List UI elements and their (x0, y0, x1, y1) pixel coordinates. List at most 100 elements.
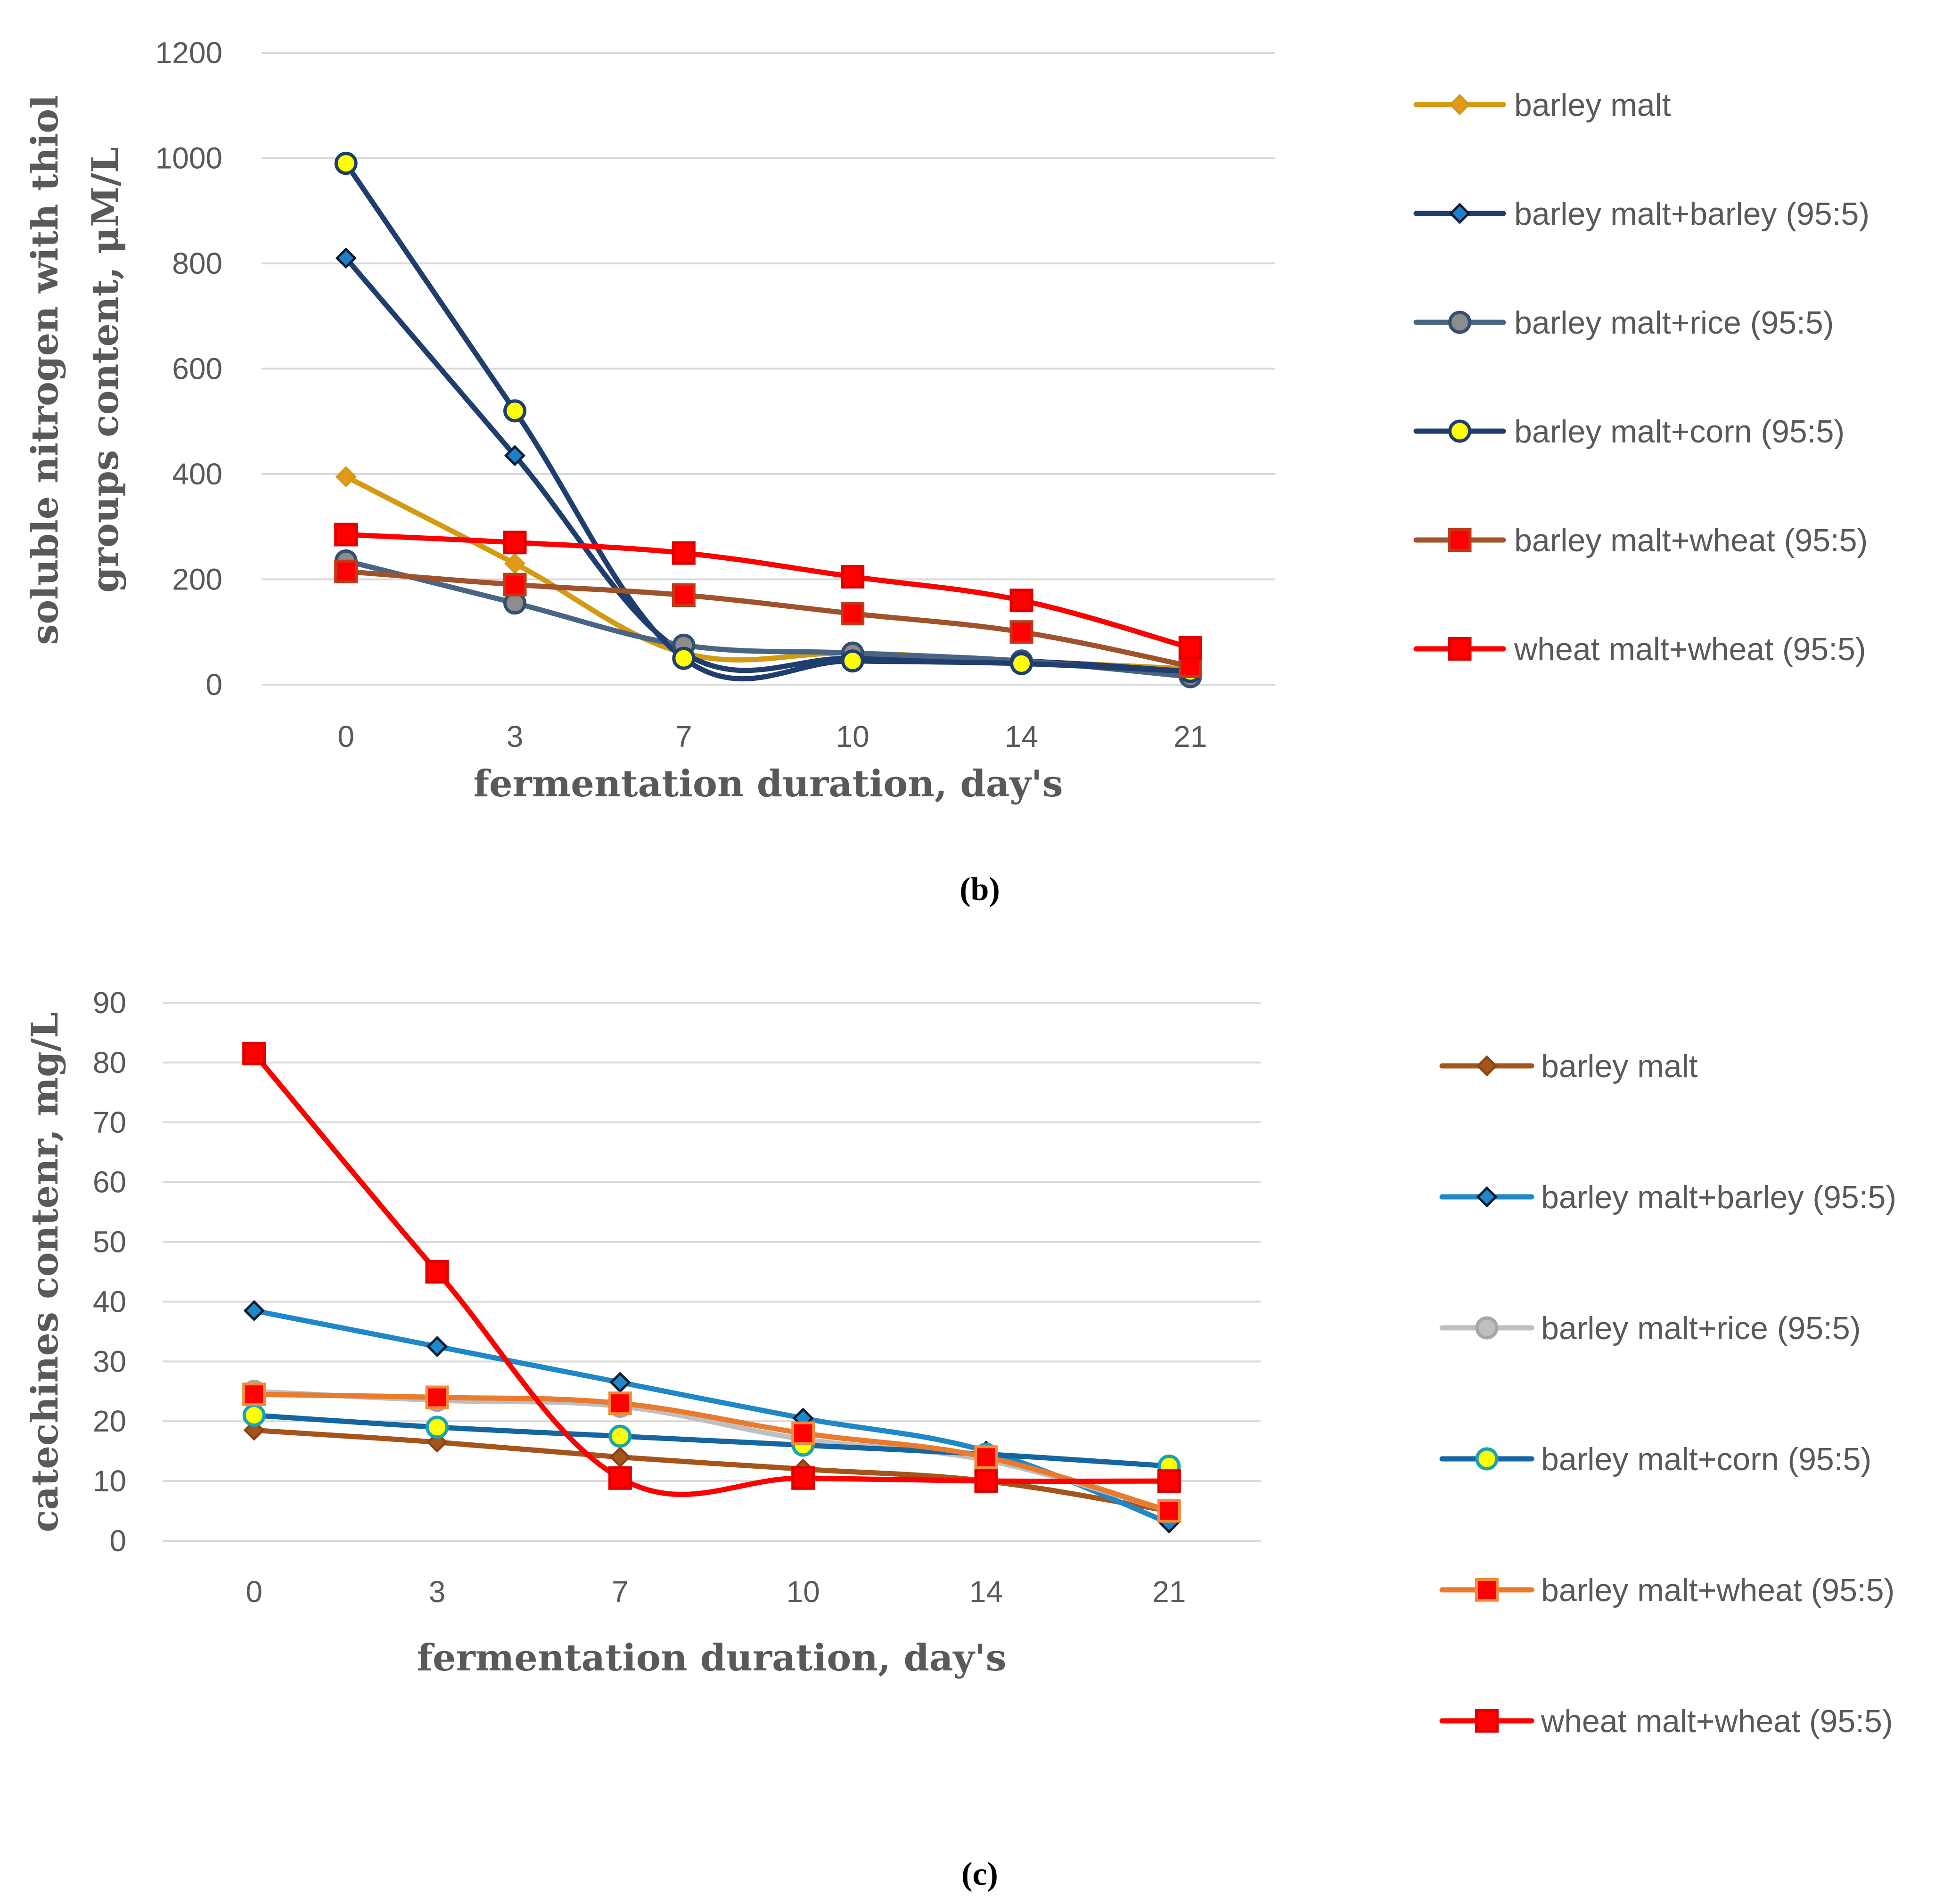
x-tick-label: 14 (969, 1575, 1003, 1609)
figure-caption: (b) (959, 871, 1000, 908)
data-point (242, 1383, 266, 1407)
legend-item: barley malt+wheat (95:5) (1413, 523, 1868, 558)
y-tick-label: 50 (93, 1225, 126, 1259)
data-point (334, 152, 358, 175)
legend-marker (1475, 1447, 1499, 1471)
data-point (791, 1421, 815, 1445)
series-markers (242, 1041, 1181, 1493)
legend-marker (1449, 94, 1471, 115)
x-tick-label: 0 (337, 720, 354, 753)
legend-label: barley malt+rice (95:5) (1514, 305, 1834, 341)
x-tick-label: 10 (787, 1575, 820, 1609)
legend-marker (1476, 1055, 1498, 1077)
x-tick-label: 21 (1152, 1575, 1186, 1609)
series-markers (242, 1383, 1181, 1523)
data-point (503, 531, 527, 555)
data-point (672, 583, 696, 607)
data-point (608, 1391, 632, 1415)
x-tick-label: 3 (429, 1575, 446, 1609)
data-point (242, 1404, 266, 1427)
data-point (672, 646, 696, 670)
x-tick-label: 7 (675, 720, 692, 753)
data-point (503, 573, 527, 597)
data-point (504, 445, 526, 466)
legend-item: barley malt+barley (95:5) (1439, 1179, 1896, 1215)
y-tick-label: 800 (172, 246, 222, 280)
x-tick-label: 0 (246, 1575, 262, 1609)
data-point (1157, 1499, 1181, 1523)
x-tick-label: 10 (836, 720, 869, 753)
data-point (335, 466, 357, 488)
chart-panel-0: 0 200 400 600 800 1000 1200 0 3 7 10 14 21 fermentati… (24, 36, 1870, 908)
data-point (426, 1415, 449, 1439)
legend-label: barley malt+wheat (95:5) (1541, 1572, 1894, 1608)
legend-marker (1449, 203, 1471, 224)
series-line (251, 1051, 1172, 1497)
legend-item: barley malt+rice (95:5) (1413, 305, 1834, 341)
legend-item: barley malt (1413, 87, 1671, 123)
x-axis-title: fermentation duration, day's (417, 1636, 1006, 1679)
legend-label: barley malt+corn (95:5) (1514, 414, 1845, 450)
x-tick-label: 14 (1005, 720, 1038, 753)
series-line (251, 1427, 1172, 1514)
legend-item: barley malt+corn (95:5) (1413, 414, 1845, 450)
chart-panel-1: 0 10 20 30 40 50 60 70 80 90 0 3 7 10 14 21 fermentation… (24, 986, 1896, 1892)
series-line (343, 569, 1193, 669)
series-markers (335, 247, 1201, 682)
x-tick-label: 7 (612, 1575, 629, 1609)
legend-label: wheat malt+wheat (95:5) (1541, 1703, 1893, 1739)
data-point (242, 1041, 266, 1065)
data-point (1010, 652, 1033, 675)
data-point (1157, 1469, 1181, 1493)
legend-label: wheat malt+wheat (95:5) (1514, 631, 1866, 667)
y-tick-label: 80 (93, 1046, 126, 1080)
data-point (672, 541, 696, 565)
series-markers (334, 523, 1202, 660)
data-point (425, 1260, 449, 1284)
legend-item: barley malt+corn (95:5) (1439, 1441, 1871, 1477)
data-point (974, 1445, 998, 1469)
legend-marker (1476, 1186, 1498, 1208)
legend-marker (1475, 1578, 1499, 1602)
y-tick-label: 70 (93, 1105, 126, 1139)
y-tick-label: 0 (109, 1524, 126, 1558)
legend-item: wheat malt+wheat (95:5) (1413, 631, 1866, 667)
data-point (609, 1372, 631, 1393)
y-tick-label: 10 (93, 1464, 126, 1498)
legend: barley malt barley malt+barley (95:5) barl… (1413, 87, 1870, 667)
series-markers (334, 559, 1202, 678)
legend-item: barley malt+wheat (95:5) (1439, 1572, 1894, 1608)
x-tick-label: 3 (507, 720, 524, 753)
data-point (426, 1336, 448, 1358)
legend-label: barley malt (1514, 87, 1671, 123)
y-tick-label: 30 (93, 1344, 126, 1378)
legend-label: barley malt+corn (95:5) (1541, 1441, 1871, 1477)
legend-item: barley malt+barley (95:5) (1413, 196, 1870, 232)
y-tick-label: 40 (93, 1284, 126, 1318)
legend: barley malt barley malt+barley (95:5) barl… (1439, 1048, 1896, 1739)
y-axis-title: groups content, μM/L (84, 147, 127, 593)
data-point (1178, 636, 1202, 660)
data-point (243, 1300, 265, 1322)
y-tick-label: 600 (172, 352, 222, 386)
data-point (1009, 620, 1033, 644)
data-point (841, 564, 865, 589)
data-point (425, 1385, 449, 1409)
data-point (334, 559, 358, 583)
series-markers (335, 466, 1201, 680)
data-point (334, 523, 358, 547)
legend-marker (1448, 528, 1472, 552)
x-tick-label: 21 (1173, 720, 1207, 753)
x-axis-title: fermentation duration, day's (473, 762, 1063, 805)
data-point (974, 1469, 998, 1493)
data-point (841, 602, 865, 626)
y-tick-label: 90 (93, 986, 126, 1020)
legend-item: barley malt (1439, 1048, 1698, 1084)
data-point (504, 553, 526, 574)
legend-label: barley malt+wheat (95:5) (1514, 523, 1868, 558)
data-point (841, 649, 864, 673)
data-point (335, 247, 357, 269)
legend-item: wheat malt+wheat (95:5) (1439, 1703, 1893, 1739)
y-axis-title: catechines contenr, mg/L (24, 1012, 66, 1532)
y-axis-title: soluble nitrogen with thiol (24, 95, 66, 645)
